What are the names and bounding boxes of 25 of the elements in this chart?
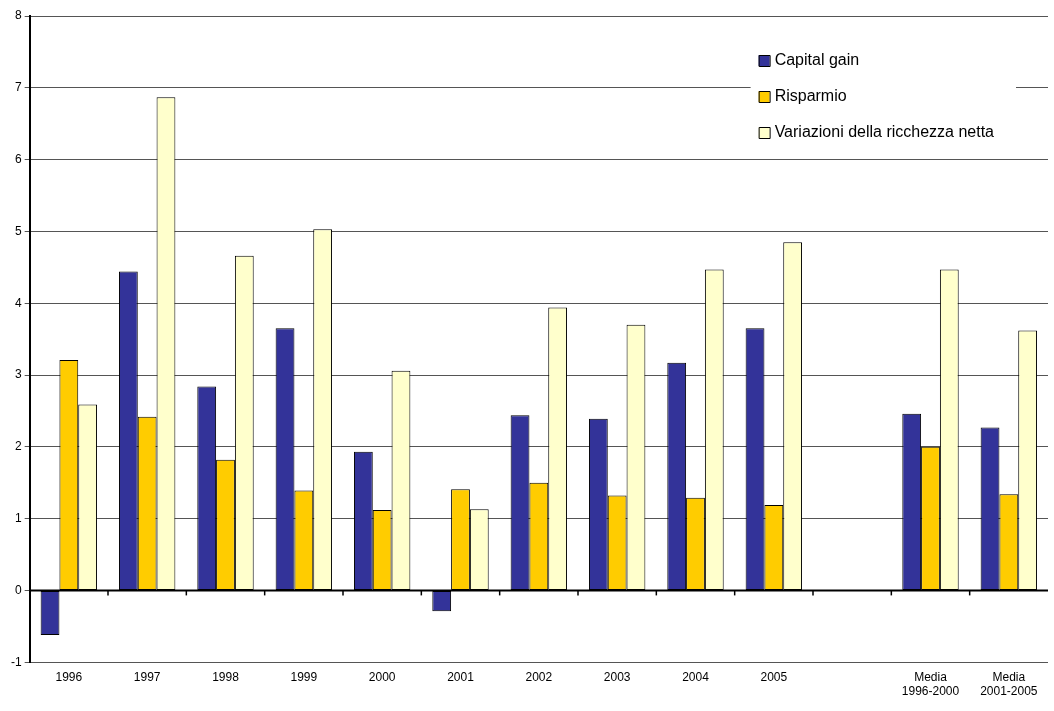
x-tick-label: 1998 xyxy=(212,669,240,684)
x-tick-label: 1996 xyxy=(55,669,83,684)
x-tick-label: 2001 xyxy=(447,669,475,684)
legend-label: Capital gain xyxy=(774,51,860,69)
x-tick-label: Media 2001-2005 xyxy=(980,669,1038,699)
x-tick-label: 2005 xyxy=(760,669,788,684)
y-tick-label: 0 xyxy=(14,582,22,597)
y-tick-label: -1 xyxy=(11,654,22,669)
x-tick-label: 2003 xyxy=(603,669,631,684)
x-tick-label: 2004 xyxy=(682,669,710,684)
y-tick-label: 8 xyxy=(14,8,22,23)
y-tick-label: 5 xyxy=(14,223,22,238)
y-tick-label: 2 xyxy=(14,439,22,454)
x-tick-label: 1999 xyxy=(290,669,318,684)
y-tick-label: 1 xyxy=(14,510,22,525)
x-tick-label: 1997 xyxy=(133,669,161,684)
x-tick-label: Media 1996-2000 xyxy=(901,669,960,699)
legend-label: Variazioni della ricchezza netta xyxy=(774,123,995,141)
y-tick-label: 7 xyxy=(14,80,22,95)
x-tick-label: 2002 xyxy=(525,669,553,684)
y-tick-label: 4 xyxy=(14,295,22,310)
y-tick-label: 3 xyxy=(14,367,22,382)
x-tick-label: 2000 xyxy=(368,669,396,684)
legend-label: Risparmio xyxy=(774,87,847,105)
y-tick-label: 6 xyxy=(14,151,22,166)
